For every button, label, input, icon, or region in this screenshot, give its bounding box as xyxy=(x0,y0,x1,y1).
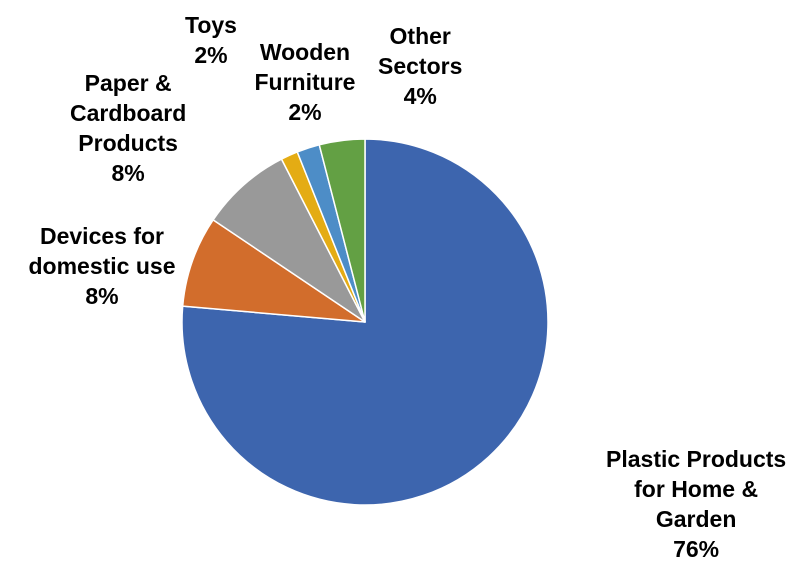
pie-label-toys: Toys 2% xyxy=(185,10,237,70)
pie-category-label: Garden xyxy=(655,506,737,532)
pie-value-label: 2% xyxy=(288,99,322,125)
pie-value-label: 8% xyxy=(111,160,145,186)
pie-label-devices-domestic-use: Devices for domestic use 8% xyxy=(29,221,176,311)
pie-category-label: Other xyxy=(389,23,451,49)
pie-category-label: Toys xyxy=(185,12,237,38)
pie-category-label: Cardboard xyxy=(70,100,187,126)
pie-value-label: 8% xyxy=(85,283,119,309)
pie-category-label: Devices for xyxy=(39,223,164,249)
pie-value-label: 4% xyxy=(403,83,437,109)
pie-label-wooden-furniture: Wooden Furniture 2% xyxy=(255,37,356,127)
pie-category-label: domestic use xyxy=(28,253,176,279)
pie-slice-paper-cardboard xyxy=(212,158,366,323)
pie-label-other-sectors: Other Sectors 4% xyxy=(378,21,462,111)
pie-slice-devices-domestic-use xyxy=(181,219,366,323)
pie-label-paper-cardboard: Paper & Cardboard Products 8% xyxy=(70,68,186,188)
pie-slice-other-sectors xyxy=(318,138,366,323)
pie-category-label: Paper & xyxy=(84,70,172,96)
pie-label-plastic-products: Plastic Products for Home & Garden 76% xyxy=(606,444,786,564)
pie-value-label: 2% xyxy=(194,42,228,68)
pie-category-label: Products xyxy=(78,130,178,156)
pie-category-label: Furniture xyxy=(254,69,356,95)
pie-category-label: Sectors xyxy=(378,53,463,79)
pie-value-label: 76% xyxy=(673,536,720,562)
pie-category-label: for Home & xyxy=(634,476,759,502)
pie-category-label: Wooden xyxy=(259,39,351,65)
pie-category-label: Plastic Products xyxy=(606,446,787,472)
